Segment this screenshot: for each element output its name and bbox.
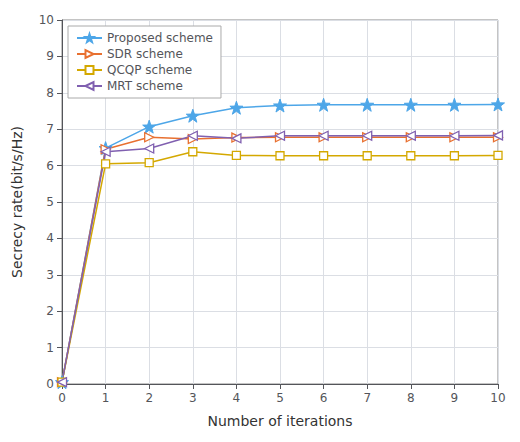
svg-text:7: 7 <box>363 391 371 405</box>
svg-text:9: 9 <box>451 391 459 405</box>
svg-text:3: 3 <box>46 268 54 282</box>
svg-text:Proposed scheme: Proposed scheme <box>107 31 213 45</box>
svg-text:1: 1 <box>46 341 54 355</box>
svg-text:MRT scheme: MRT scheme <box>107 79 183 93</box>
svg-text:Secrecy rate(bit/s/Hz): Secrecy rate(bit/s/Hz) <box>9 126 25 278</box>
svg-text:QCQP scheme: QCQP scheme <box>107 63 192 77</box>
svg-text:6: 6 <box>46 159 54 173</box>
svg-text:0: 0 <box>58 391 66 405</box>
svg-text:10: 10 <box>490 391 505 405</box>
svg-text:2: 2 <box>145 391 153 405</box>
svg-text:2: 2 <box>46 304 54 318</box>
svg-text:SDR scheme: SDR scheme <box>107 47 183 61</box>
svg-text:3: 3 <box>189 391 197 405</box>
svg-text:6: 6 <box>320 391 328 405</box>
svg-text:10: 10 <box>39 13 54 27</box>
svg-text:8: 8 <box>407 391 415 405</box>
svg-text:8: 8 <box>46 86 54 100</box>
svg-text:Number of iterations: Number of iterations <box>207 413 352 429</box>
svg-text:5: 5 <box>276 391 284 405</box>
svg-text:4: 4 <box>46 231 54 245</box>
svg-text:5: 5 <box>46 195 54 209</box>
svg-text:4: 4 <box>233 391 241 405</box>
svg-text:0: 0 <box>46 377 54 391</box>
svg-text:9: 9 <box>46 49 54 63</box>
svg-text:7: 7 <box>46 122 54 136</box>
svg-text:1: 1 <box>102 391 110 405</box>
